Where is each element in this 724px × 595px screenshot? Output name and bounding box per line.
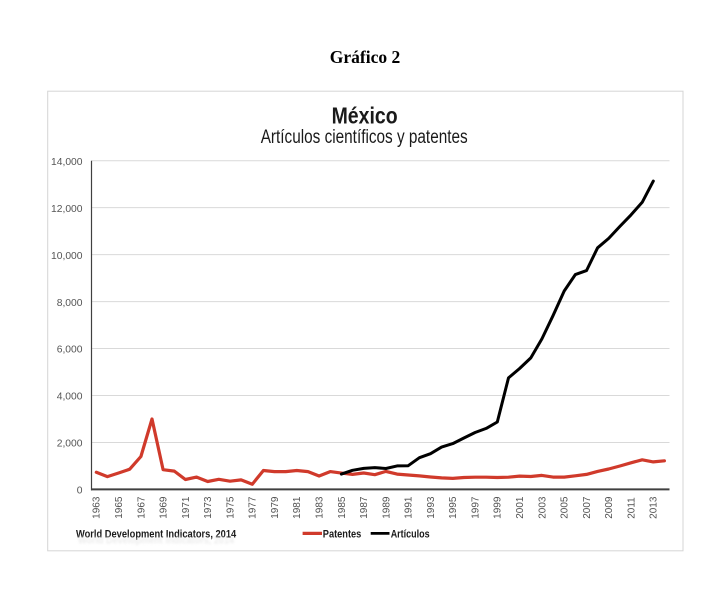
svg-text:2003: 2003: [537, 496, 548, 519]
svg-text:1993: 1993: [426, 496, 437, 519]
svg-text:Artículos científicos y patent: Artículos científicos y patentes: [261, 127, 468, 148]
svg-text:Patentes: Patentes: [323, 528, 362, 540]
svg-text:2011: 2011: [626, 497, 637, 519]
svg-text:2007: 2007: [582, 496, 593, 519]
svg-text:8,000: 8,000: [57, 298, 83, 309]
svg-text:1997: 1997: [471, 496, 482, 519]
svg-text:1985: 1985: [337, 496, 348, 519]
svg-text:1967: 1967: [136, 496, 147, 519]
svg-text:10,000: 10,000: [51, 251, 83, 262]
svg-text:1975: 1975: [225, 496, 236, 519]
svg-text:2005: 2005: [560, 496, 571, 519]
svg-text:1983: 1983: [315, 496, 326, 519]
svg-text:2009: 2009: [604, 496, 615, 519]
svg-text:1989: 1989: [381, 496, 392, 519]
svg-text:1987: 1987: [359, 496, 370, 519]
svg-text:2013: 2013: [649, 496, 660, 519]
svg-text:1991: 1991: [404, 496, 415, 519]
svg-text:Artículos: Artículos: [391, 528, 430, 540]
svg-text:1973: 1973: [203, 496, 214, 519]
svg-text:1999: 1999: [493, 496, 504, 519]
svg-text:World Development Indicators,: World Development Indicators, 2014: [78, 535, 234, 546]
svg-text:1981: 1981: [292, 496, 303, 519]
svg-text:1977: 1977: [248, 496, 259, 519]
svg-text:Gráfico 2: Gráfico 2: [330, 47, 400, 67]
svg-text:1963: 1963: [92, 496, 103, 519]
svg-text:1971: 1971: [181, 496, 192, 519]
svg-text:0: 0: [77, 486, 83, 497]
svg-text:1995: 1995: [448, 496, 459, 519]
svg-text:2,000: 2,000: [57, 439, 83, 450]
svg-text:4,000: 4,000: [57, 392, 83, 403]
svg-text:México: México: [332, 102, 398, 128]
svg-text:2001: 2001: [515, 496, 526, 519]
svg-text:1979: 1979: [270, 496, 281, 519]
svg-text:World Development Indicators,: World Development Indicators, 2014: [76, 529, 237, 541]
svg-text:1969: 1969: [159, 496, 170, 519]
svg-text:12,000: 12,000: [51, 204, 83, 215]
svg-text:14,000: 14,000: [51, 157, 83, 168]
svg-text:6,000: 6,000: [57, 345, 83, 356]
svg-text:1965: 1965: [114, 496, 125, 519]
